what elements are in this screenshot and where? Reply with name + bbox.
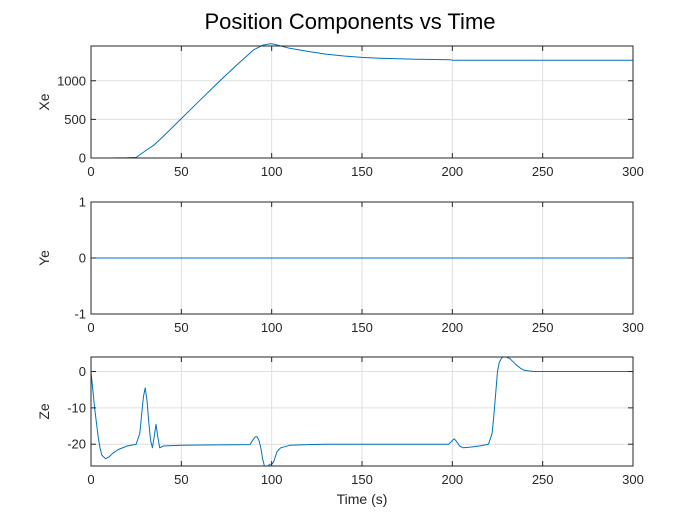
subplot-1-x-tick-label: 250 xyxy=(532,164,554,179)
subplot-3-x-tick-label: 100 xyxy=(261,472,283,487)
subplot-2-x-tick-label: 0 xyxy=(87,320,94,335)
subplot-1-y-tick-label: 500 xyxy=(64,112,86,127)
subplot-3-y-tick-label: -10 xyxy=(67,400,86,415)
subplot-1-x-tick-label: 0 xyxy=(87,164,94,179)
subplot-3-x-tick-label: 300 xyxy=(622,472,644,487)
subplot-3-y-tick-label: 0 xyxy=(79,364,86,379)
subplot-2-x-tick-label: 50 xyxy=(174,320,188,335)
subplot-3-x-tick-label: 0 xyxy=(87,472,94,487)
subplot-2-y-axis-label: Ye xyxy=(36,250,52,266)
figure-title: Position Components vs Time xyxy=(204,9,496,34)
subplot-1-x-tick-label: 150 xyxy=(351,164,373,179)
subplot-3-x-axis-label: Time (s) xyxy=(337,491,388,507)
subplot-3-x-tick-label: 200 xyxy=(441,472,463,487)
subplot-2-x-tick-label: 100 xyxy=(261,320,283,335)
subplot-1-x-tick-label: 50 xyxy=(174,164,188,179)
subplot-1-x-tick-label: 300 xyxy=(622,164,644,179)
subplot-3-y-tick-label: -20 xyxy=(67,437,86,452)
subplot-3-x-tick-label: 50 xyxy=(174,472,188,487)
subplot-2-x-tick-label: 250 xyxy=(532,320,554,335)
subplot-1-x-tick-label: 200 xyxy=(441,164,463,179)
subplot-1-y-tick-label: 0 xyxy=(79,151,86,166)
subplot-3-y-axis-label: Ze xyxy=(36,403,52,420)
subplot-2-x-tick-label: 300 xyxy=(622,320,644,335)
subplot-2-y-tick-label: 1 xyxy=(79,195,86,210)
subplot-3-x-tick-label: 150 xyxy=(351,472,373,487)
subplot-1-y-axis-label: Xe xyxy=(36,93,52,110)
subplot-1-series-line-1 xyxy=(91,43,633,159)
subplot-2-x-tick-label: 200 xyxy=(441,320,463,335)
subplot-2-y-tick-label: -1 xyxy=(74,307,86,322)
subplot-1-y-tick-label: 1000 xyxy=(57,73,86,88)
subplot-1-x-tick-label: 100 xyxy=(261,164,283,179)
subplot-2-x-tick-label: 150 xyxy=(351,320,373,335)
subplot-2-y-tick-label: 0 xyxy=(79,251,86,266)
subplot-3-x-tick-label: 250 xyxy=(532,472,554,487)
